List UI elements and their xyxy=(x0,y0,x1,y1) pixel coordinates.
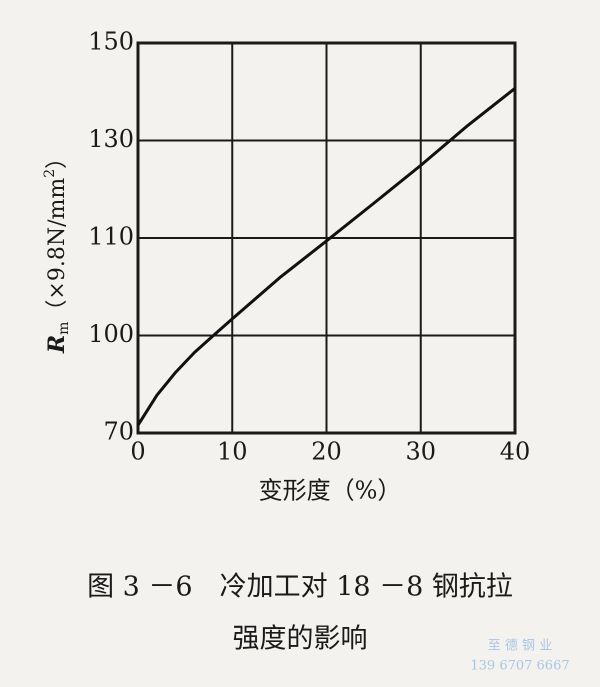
y-axis-label: Rm（×9.8N/mm2） xyxy=(42,147,72,354)
y-label-unit: （×9.8N/mm xyxy=(45,178,70,322)
y-tick-label: 130 xyxy=(88,125,134,153)
y-tick-label: 150 xyxy=(88,28,134,56)
y-label-sub: m xyxy=(56,322,72,335)
y-tick-label: 100 xyxy=(88,320,134,348)
caption-line: 强度的影响 xyxy=(233,624,368,655)
x-axis-label: 变形度（%） xyxy=(259,477,402,505)
y-label-sup: 2 xyxy=(42,169,58,178)
watermark: 139 6707 6667 xyxy=(470,659,569,674)
y-label-close: ） xyxy=(45,147,70,169)
y-tick-label: 70 xyxy=(103,418,134,446)
x-tick-label: 30 xyxy=(405,438,436,466)
y-label-main: R xyxy=(44,335,70,354)
watermark: 至 德 钢 业 xyxy=(488,639,552,654)
plot-frame xyxy=(136,41,517,435)
caption-line: 图 3 －6 冷加工对 18 －8 钢抗拉 xyxy=(87,572,513,603)
x-tick-label: 10 xyxy=(217,438,248,466)
x-tick-label: 40 xyxy=(500,438,531,466)
y-tick-label: 110 xyxy=(88,223,134,251)
x-tick-label: 20 xyxy=(311,438,342,466)
x-tick-label: 0 xyxy=(130,438,145,466)
data-line xyxy=(136,87,516,426)
